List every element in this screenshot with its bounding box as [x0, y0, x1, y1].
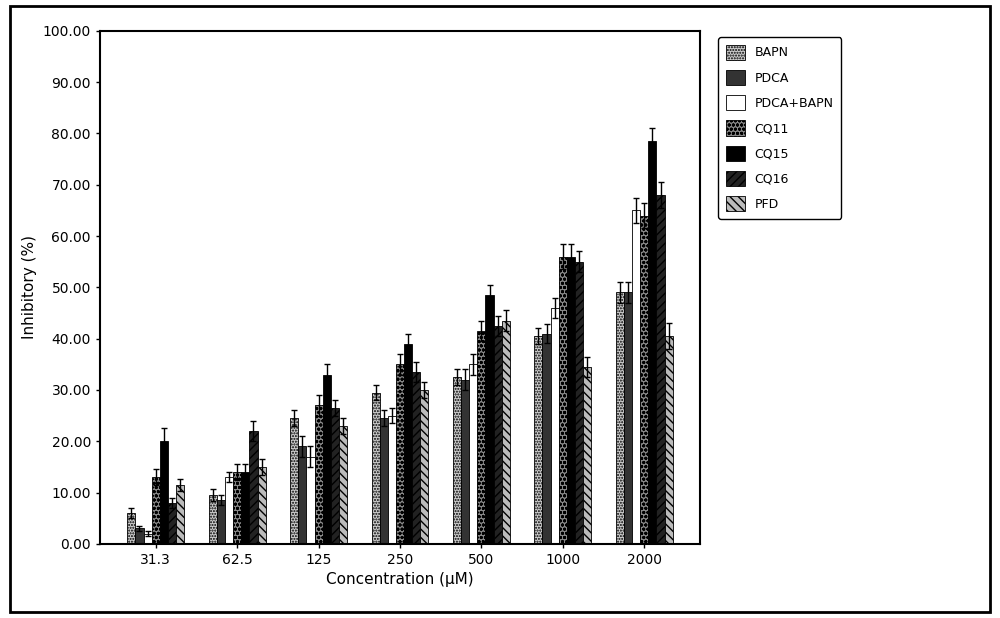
Bar — [502, 321, 510, 544]
Bar — [665, 336, 673, 544]
Bar — [551, 308, 559, 544]
Bar — [217, 500, 225, 544]
Bar — [477, 331, 485, 544]
Bar — [225, 477, 233, 544]
Bar — [616, 292, 624, 544]
Bar — [542, 334, 551, 544]
X-axis label: Concentration (μM): Concentration (μM) — [326, 572, 474, 588]
Bar — [534, 336, 542, 544]
Bar — [127, 513, 135, 544]
Bar — [640, 216, 648, 544]
Bar — [380, 418, 388, 544]
Bar — [485, 295, 494, 544]
Bar — [258, 467, 266, 544]
Bar — [632, 210, 640, 544]
Bar — [339, 426, 347, 544]
Bar — [233, 472, 241, 544]
Bar — [583, 367, 591, 544]
Bar — [331, 408, 339, 544]
Bar — [404, 344, 412, 544]
Y-axis label: Inhibitory (%): Inhibitory (%) — [22, 235, 37, 339]
Bar — [209, 495, 217, 544]
Bar — [648, 141, 656, 544]
Bar — [241, 472, 249, 544]
Bar — [323, 375, 331, 544]
Bar — [298, 446, 306, 544]
Bar — [135, 528, 144, 544]
Bar — [144, 533, 152, 544]
Bar — [412, 372, 420, 544]
Bar — [388, 415, 396, 544]
Bar — [567, 256, 575, 544]
Bar — [494, 326, 502, 544]
Bar — [624, 292, 632, 544]
Bar — [461, 379, 469, 544]
Bar — [372, 392, 380, 544]
Bar — [469, 364, 477, 544]
Bar — [168, 503, 176, 544]
Bar — [656, 195, 665, 544]
Bar — [559, 256, 567, 544]
Bar — [152, 477, 160, 544]
Bar — [249, 431, 258, 544]
Bar — [575, 261, 583, 544]
Legend: BAPN, PDCA, PDCA+BAPN, CQ11, CQ15, CQ16, PFD: BAPN, PDCA, PDCA+BAPN, CQ11, CQ15, CQ16,… — [718, 37, 841, 219]
Bar — [290, 418, 298, 544]
Bar — [396, 364, 404, 544]
Bar — [306, 457, 315, 544]
Bar — [315, 405, 323, 544]
Bar — [420, 390, 428, 544]
Bar — [453, 377, 461, 544]
Bar — [176, 485, 184, 544]
Bar — [160, 441, 168, 544]
